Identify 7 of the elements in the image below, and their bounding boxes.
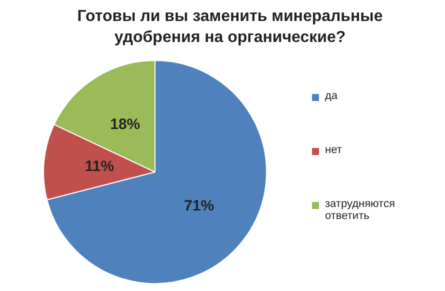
legend-label: да (325, 90, 338, 102)
legend-label: нет (325, 144, 342, 156)
chart-title: Готовы ли вы заменить минеральные удобрения на органические? (76, 7, 384, 48)
data-label: 71% (184, 197, 214, 214)
data-label: 18% (110, 116, 140, 134)
data-label: 11% (84, 158, 114, 175)
legend-label: затрудняются ответить (325, 198, 396, 222)
